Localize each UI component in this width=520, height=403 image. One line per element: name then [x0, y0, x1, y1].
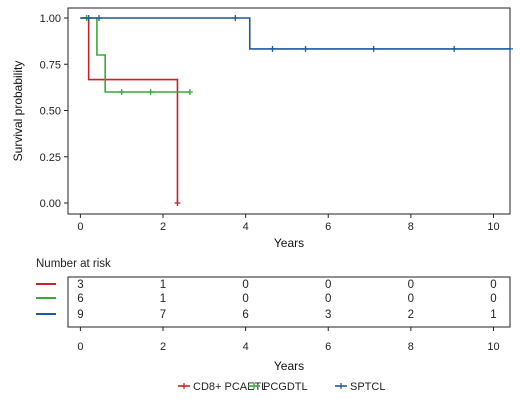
censor-mark	[85, 15, 92, 21]
risk-count: 6	[242, 309, 248, 321]
risk-count: 0	[408, 279, 414, 291]
y-tick-label: 0.00	[40, 198, 61, 210]
series-pcgdtl	[80, 15, 193, 95]
series-cd8-pcaetl	[80, 15, 181, 206]
censor-mark	[370, 45, 377, 52]
risk-count: 6	[77, 293, 83, 305]
censor-mark	[302, 45, 309, 52]
risk-x-tick-label: 0	[77, 341, 83, 353]
risk-count: 0	[325, 293, 331, 305]
x-tick-label: 8	[408, 221, 414, 233]
y-tick-label: 0.75	[40, 59, 61, 71]
censor-mark	[232, 15, 239, 21]
legend-item: CD8+ PCAETL	[178, 381, 267, 393]
y-tick-label: 1.00	[40, 13, 61, 25]
censor-mark	[118, 89, 125, 95]
x-tick-label: 0	[77, 221, 83, 233]
x-tick-label: 6	[325, 221, 331, 233]
risk-count: 0	[490, 293, 496, 305]
plot-area-border	[67, 7, 511, 215]
y-axis-ticks: 0.00 0.25 0.50 0.75 1.00	[40, 13, 68, 210]
survival-curve-line	[80, 17, 510, 50]
y-tick-label: 0.25	[40, 152, 61, 164]
risk-count: 3	[77, 279, 83, 291]
legend-label: CD8+ PCAETL	[193, 381, 267, 393]
censor-mark	[186, 89, 193, 95]
risk-count: 0	[242, 293, 248, 305]
survival-curves	[80, 15, 513, 206]
censor-mark	[269, 45, 276, 52]
legend-label: SPTCL	[350, 381, 385, 393]
risk-count: 1	[160, 293, 166, 305]
legend-label: PCGDTL	[263, 381, 308, 393]
censor-mark	[174, 200, 181, 206]
risk-count: 0	[242, 279, 248, 291]
x-tick-label: 10	[487, 221, 499, 233]
censor-mark	[507, 45, 513, 52]
x-tick-label: 2	[160, 221, 166, 233]
x-axis-label: Years	[274, 236, 304, 250]
risk-table-x-label: Years	[274, 359, 304, 373]
x-tick-label: 4	[243, 221, 249, 233]
risk-x-tick-label: 10	[487, 341, 499, 353]
risk-count: 9	[77, 309, 83, 321]
risk-count: 3	[325, 309, 331, 321]
risk-count: 2	[408, 309, 414, 321]
risk-table-rows: 3 1 0 0 0 0 6 1 0 0 0 0 9 7 6 3 2 1	[36, 279, 497, 321]
censor-mark	[451, 45, 458, 52]
x-axis-ticks: 0 2 4 6 8 10	[77, 214, 500, 233]
risk-table-title: Number at risk	[36, 258, 111, 270]
censor-mark	[95, 15, 102, 21]
risk-count: 0	[325, 279, 331, 291]
survival-curve-line	[80, 17, 190, 93]
risk-count: 7	[160, 309, 166, 321]
risk-table-x-ticks: 0 2 4 6 8 10	[77, 327, 500, 353]
legend-item: PCGDTL	[248, 381, 308, 393]
risk-x-tick-label: 8	[408, 341, 414, 353]
km-plot-panel: Survival probability Years 0.000.250.500…	[11, 7, 513, 250]
risk-x-tick-label: 2	[160, 341, 166, 353]
survival-curve-line	[80, 17, 179, 203]
y-axis-label: Survival probability	[11, 61, 25, 162]
risk-x-tick-label: 4	[243, 341, 249, 353]
y-tick-label: 0.50	[40, 106, 61, 118]
risk-count: 1	[160, 279, 166, 291]
risk-count: 1	[490, 309, 496, 321]
risk-count: 0	[490, 279, 496, 291]
risk-table-border	[67, 276, 511, 328]
censor-mark	[147, 89, 154, 95]
legend-item: SPTCL	[335, 381, 385, 393]
risk-count: 0	[408, 293, 414, 305]
series-sptcl	[80, 15, 513, 52]
risk-x-tick-label: 6	[325, 341, 331, 353]
